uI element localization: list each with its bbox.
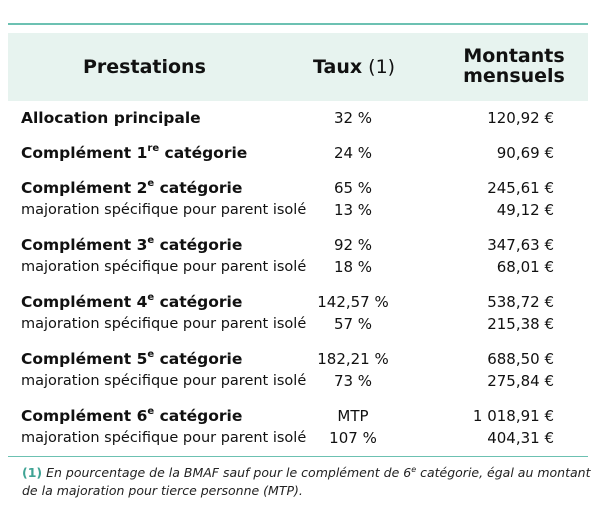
row-rate: 182,21 % [317,350,389,368]
table-row: Complément 3e catégorie 92 % 347,63 € [8,235,588,256]
row-label: Complément 3e catégorie [21,235,242,256]
table-row: Complément 5e catégorie 182,21 % 688,50 … [8,349,588,370]
row-amount: 275,84 € [487,372,554,390]
footnote-mark: (1) [22,465,43,480]
header-montants: Montants mensuels [454,46,574,86]
row-label-sup: e [147,292,155,303]
table-row: Complément 6e catégorie MTP 1 018,91 € [8,406,588,427]
footnote-text: En pourcentage de la BMAF sauf pour le c… [42,465,412,480]
row-amount: 1 018,91 € [472,407,554,425]
row-label-sup: e [147,406,155,417]
table-row: majoration spécifique pour parent isolé … [8,371,588,392]
row-amount: 215,38 € [487,315,554,333]
row-label-tail: catégorie [154,293,243,311]
footnote-text-tail: catégorie, égal au montant de la majorat… [22,465,591,498]
table-row: Complément 1re catégorie 24 % 90,69 € [8,143,588,164]
row-label-tail: catégorie [159,144,248,162]
footnote: (1) En pourcentage de la BMAF sauf pour … [22,464,592,500]
row-label-main: Complément 1 [21,144,148,162]
bottom-rule [8,456,588,457]
header-prestations: Prestations [83,56,206,78]
row-amount: 404,31 € [487,429,554,447]
row-amount: 68,01 € [496,258,554,276]
table-row: majoration spécifique pour parent isolé … [8,314,588,335]
row-label-main: Complément 2 [21,179,148,197]
row-amount: 245,61 € [487,179,554,197]
table-row: majoration spécifique pour parent isolé … [8,200,588,221]
table-row: majoration spécifique pour parent isolé … [8,257,588,278]
row-label-tail: catégorie [154,179,243,197]
header-taux: Taux (1) [313,56,395,78]
row-label-sup: e [147,178,155,189]
row-label-main: Complément 5 [21,350,148,368]
row-label: majoration spécifique pour parent isolé [21,202,307,218]
row-rate: 57 % [333,315,373,333]
row-rate: 24 % [333,144,373,162]
row-amount: 538,72 € [487,293,554,311]
table-header: Prestations Taux (1) Montants mensuels [8,33,588,101]
row-label: Complément 4e catégorie [21,292,242,313]
row-amount: 347,63 € [487,236,554,254]
row-amount: 120,92 € [487,109,554,127]
header-montants-line2: mensuels [463,65,565,87]
row-rate: MTP [337,407,369,425]
row-rate: 142,57 % [317,293,389,311]
row-label-sup: e [147,349,155,360]
row-label: Complément 5e catégorie [21,349,242,370]
row-label-tail: catégorie [154,407,243,425]
table-row: Allocation principale 32 % 120,92 € [8,108,588,129]
row-label: majoration spécifique pour parent isolé [21,259,307,275]
row-label: majoration spécifique pour parent isolé [21,430,307,446]
row-label-sup: e [147,235,155,246]
row-rate: 92 % [333,236,373,254]
row-amount: 49,12 € [496,201,554,219]
row-label: Allocation principale [21,109,201,127]
table-row: majoration spécifique pour parent isolé … [8,428,588,449]
row-label-tail: catégorie [154,350,243,368]
row-label: Complément 6e catégorie [21,406,242,427]
row-rate: 18 % [333,258,373,276]
row-rate: 13 % [333,201,373,219]
row-label-main: Complément 6 [21,407,148,425]
row-rate: 65 % [333,179,373,197]
top-rule [8,23,588,25]
row-label: Complément 1re catégorie [21,143,247,164]
footnote-sup: e [411,465,417,474]
table-row: Complément 4e catégorie 142,57 % 538,72 … [8,292,588,313]
row-label-main: Complément 3 [21,236,148,254]
benefits-table: Prestations Taux (1) Montants mensuels A… [8,8,590,502]
header-taux-note: (1) [368,56,396,78]
row-label-sup: re [147,143,160,154]
row-amount: 90,69 € [496,144,554,162]
row-label-tail: catégorie [154,236,243,254]
row-amount: 688,50 € [487,350,554,368]
table-row: Complément 2e catégorie 65 % 245,61 € [8,178,588,199]
row-label: majoration spécifique pour parent isolé [21,373,307,389]
row-rate: 73 % [333,372,373,390]
row-label: majoration spécifique pour parent isolé [21,316,307,332]
row-rate: 107 % [329,429,377,447]
row-rate: 32 % [333,109,373,127]
header-taux-label: Taux [313,56,363,78]
row-label-main: Complément 4 [21,293,148,311]
row-label: Complément 2e catégorie [21,178,242,199]
header-montants-line1: Montants [463,45,565,67]
